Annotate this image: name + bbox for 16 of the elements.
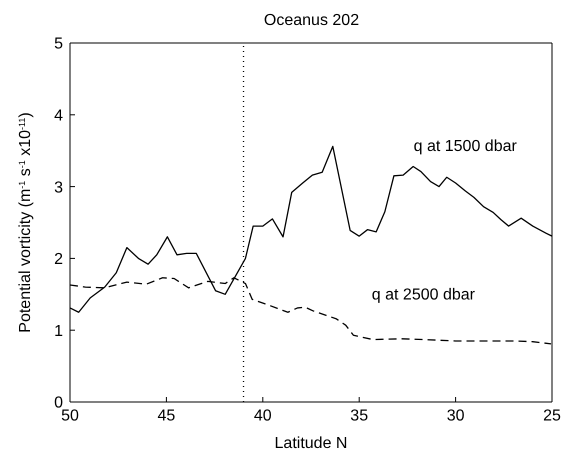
y-tick-label: 1: [54, 322, 64, 340]
chart-title: Oceanus 202: [262, 12, 360, 30]
x-tick-label: 25: [543, 407, 561, 424]
x-axis-title: Latitude N: [274, 435, 348, 452]
series-label: q at 1500 dbar: [414, 138, 518, 155]
y-tick-label: 0: [54, 394, 64, 412]
y-tick-label: 3: [54, 179, 64, 196]
x-tick-label: 35: [350, 407, 368, 424]
x-tick-label: 50: [61, 407, 79, 424]
x-tick-label: 45: [158, 407, 176, 424]
y-tick-label: 2: [54, 251, 64, 268]
y-tick-label: 5: [54, 36, 64, 53]
x-tick-label: 30: [446, 407, 465, 424]
x-tick-label: 40: [254, 407, 272, 424]
text: q at 2500 dbar: [372, 286, 476, 304]
y-tick-label: 4: [54, 107, 64, 124]
